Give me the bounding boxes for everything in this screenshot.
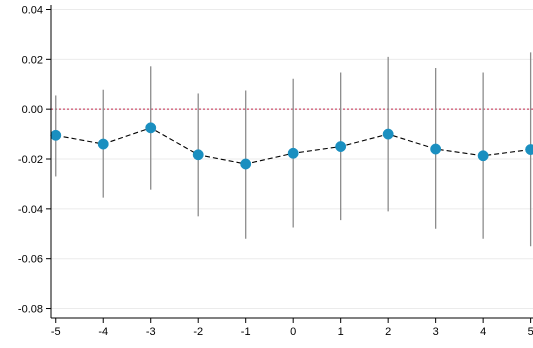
y-tick-label: 0.02 xyxy=(22,54,43,66)
x-tick-label: -3 xyxy=(146,326,156,338)
x-tick-label: 5 xyxy=(528,326,533,338)
x-axis-ticks: -5 -4 -3 -2 -1 0 1 2 3 4 5 xyxy=(51,318,533,338)
x-tick-label: -4 xyxy=(98,326,108,338)
y-tick-label: -0.04 xyxy=(18,204,43,216)
grid-lines xyxy=(51,8,533,310)
x-tick-label: 4 xyxy=(480,326,486,338)
estimate-point xyxy=(97,138,109,150)
estimate-point xyxy=(477,150,489,162)
y-tick-label: -0.06 xyxy=(18,254,43,266)
estimate-point xyxy=(50,129,62,141)
estimate-point xyxy=(192,149,204,161)
axes xyxy=(50,5,533,319)
y-tick-label: -0.02 xyxy=(18,154,43,166)
x-tick-label: 1 xyxy=(338,326,344,338)
y-tick-label: -0.08 xyxy=(18,304,43,316)
estimate-point xyxy=(287,147,299,159)
y-axis-ticks: -0.08 -0.06 -0.04 -0.02 0.00 0.02 0.04 xyxy=(18,4,51,316)
x-tick-label: -2 xyxy=(193,326,203,338)
point-estimates xyxy=(50,122,533,170)
x-tick-label: 2 xyxy=(385,326,391,338)
estimate-point xyxy=(145,122,157,134)
x-tick-label: -1 xyxy=(241,326,251,338)
x-tick-label: 3 xyxy=(433,326,439,338)
estimate-point xyxy=(430,143,442,155)
y-tick-label: 0.00 xyxy=(22,104,43,116)
x-tick-label: 0 xyxy=(290,326,296,338)
estimate-point xyxy=(382,128,394,140)
x-tick-label: -5 xyxy=(51,326,61,338)
estimate-point xyxy=(335,141,347,152)
estimate-point xyxy=(240,158,252,170)
y-tick-label: 0.04 xyxy=(22,4,43,16)
estimate-point xyxy=(525,144,533,155)
